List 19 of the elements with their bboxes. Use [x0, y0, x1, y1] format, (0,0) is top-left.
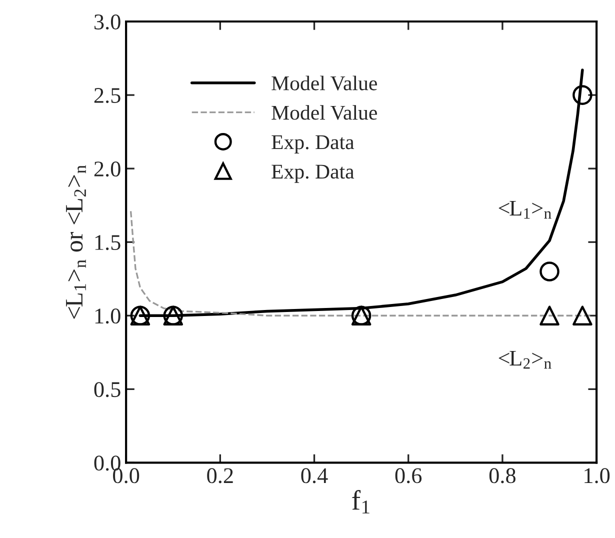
legend-label: Model Value	[272, 105, 377, 120]
y-tick-label: 0.5	[94, 382, 120, 398]
legend-label: Exp. Data	[272, 164, 354, 183]
y-tick-label: 1.0	[95, 308, 120, 324]
x-axis-title: f$_{1}$	[352, 490, 370, 514]
y-tick-label: 2.0	[94, 162, 120, 177]
legend-label: Exp. Data	[272, 135, 354, 154]
annotation: <L$_{1}$>$_{n}$	[498, 200, 552, 219]
annotation: <L$_{2}$>$_{n}$	[498, 350, 552, 369]
x-tick-label: 0.8	[489, 468, 516, 484]
x-tick-label: 1.0	[584, 468, 610, 484]
y-tick-label: 3.0	[94, 14, 120, 30]
y-tick-label: 2.5	[94, 88, 120, 104]
y-tick-label: 1.5	[95, 235, 120, 250]
x-tick-label: 0.6	[395, 468, 422, 484]
x-tick-label: 0.2	[207, 468, 233, 484]
legend-label: Model Value	[272, 76, 377, 90]
x-tick-label: 0.4	[301, 468, 328, 484]
y-axis-title: <L$_{1}$>$_{n}$ or <L$_{2}$>$_{n}$	[66, 165, 86, 319]
